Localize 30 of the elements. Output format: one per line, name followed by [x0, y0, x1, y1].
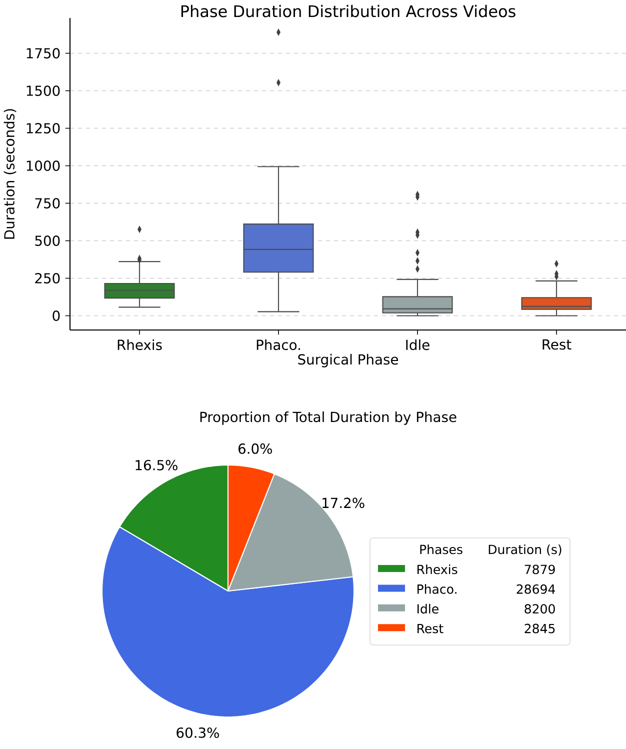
x-axis-title: Surgical Phase [298, 354, 398, 368]
legend-label: Rest [418, 624, 444, 634]
legend-label: Phaco. [418, 584, 456, 594]
text: Duration (s) [488, 544, 562, 556]
y-tick-label: 1000 [26, 160, 60, 171]
data-label: 6.0% [238, 443, 272, 454]
data-label: 17.2% [322, 498, 364, 508]
text: 28694 [516, 584, 556, 594]
y-tick-label: 1750 [26, 48, 60, 58]
chart-title: Phase Duration Distribution Across Videos [181, 4, 516, 18]
text: 8200 [524, 604, 555, 614]
y-tick-label: 500 [35, 236, 60, 246]
y-tick-label: 250 [35, 273, 60, 284]
y-tick-label: 750 [35, 198, 60, 208]
y-tick-label: 1500 [26, 86, 60, 96]
text: 2845 [524, 624, 555, 634]
y-tick-label: 0 [52, 310, 60, 321]
legend-label: Rhexis [418, 564, 458, 574]
legend-label: Idle [418, 604, 438, 614]
data-label: 60.3% [176, 727, 219, 738]
y-axis-title: Duration (seconds) [4, 109, 16, 239]
x-tick-label: Rhexis [118, 339, 162, 350]
x-tick-label: Phaco. [256, 339, 300, 350]
y-tick-label: 1250 [26, 123, 60, 134]
x-tick-label: Rest [542, 339, 572, 350]
x-tick-label: Idle [406, 339, 430, 350]
text: 7879 [524, 564, 555, 574]
chart-title: Proportion of Total Duration by Phase [200, 411, 456, 425]
data-label: 16.5% [136, 460, 178, 470]
legend-title: Phases [420, 544, 462, 554]
